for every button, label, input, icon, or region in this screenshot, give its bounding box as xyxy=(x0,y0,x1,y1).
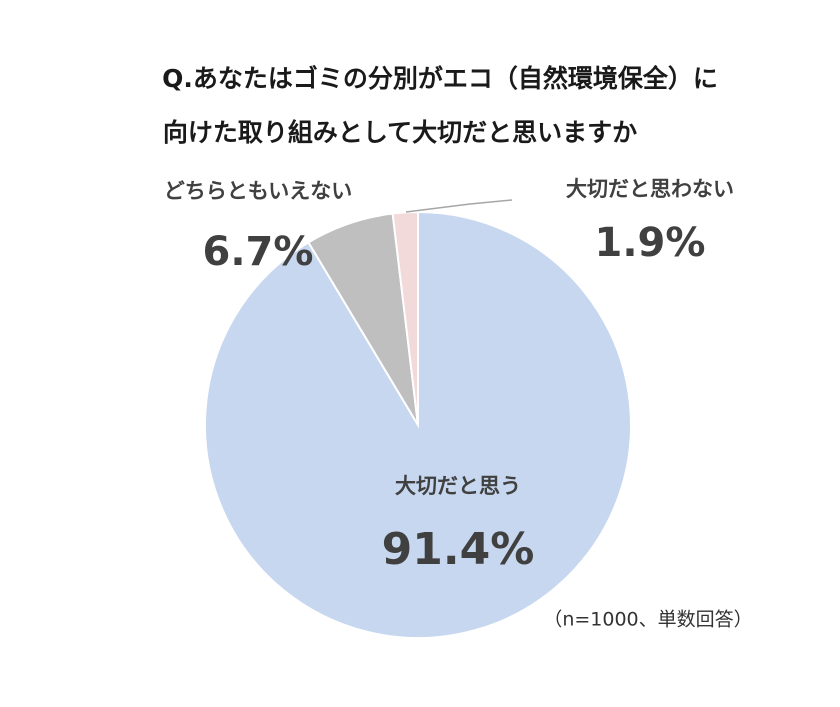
data-label: 1.9% xyxy=(595,220,706,266)
category-label: 大切だと思う xyxy=(395,474,521,498)
note: （n=1000、単数回答） xyxy=(543,609,752,631)
data-label: 91.4% xyxy=(382,524,535,575)
category-label: 大切だと思わない xyxy=(566,177,734,201)
category-label: どちらともいえない xyxy=(164,179,353,203)
chart-title: 向けた取り組みとして大切だと思いますか xyxy=(163,118,637,147)
chart-title: Q.あなたはゴミの分別がエコ（自然環境保全）に xyxy=(162,64,718,93)
pie-slice xyxy=(391,210,419,426)
leader-line xyxy=(405,199,513,213)
data-label: 6.7% xyxy=(203,229,314,275)
